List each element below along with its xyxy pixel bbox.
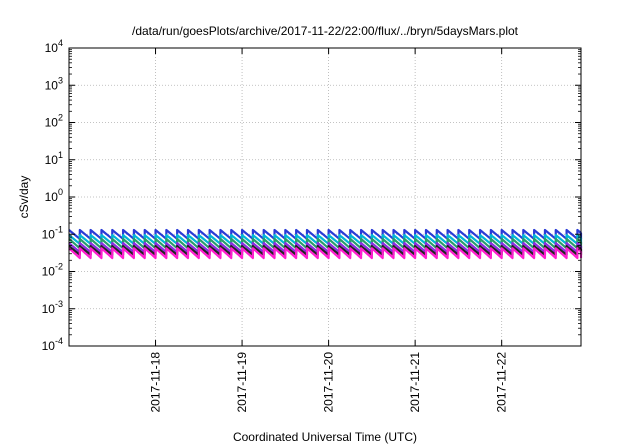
series-line (68, 247, 583, 260)
y-tick-label: 100 (45, 187, 63, 204)
x-axis-label: Coordinated Universal Time (UTC) (233, 430, 417, 444)
x-tick-label: 2017-11-18 (149, 352, 163, 413)
chart-title: /data/run/goesPlots/archive/2017-11-22/2… (132, 24, 519, 38)
x-axis: 2017-11-18 2017-11-19 2017-11-20 2017-11-21… (149, 48, 509, 413)
x-tick-label: 2017-11-19 (235, 352, 249, 413)
y-tick-label: 103 (45, 75, 63, 92)
y-tick-label: 102 (45, 113, 63, 130)
y-axis: 10-4 10-3 10-2 10-1 100 101 102 103 104 (42, 38, 581, 353)
x-tick-label: 2017-11-22 (495, 352, 509, 413)
y-tick-label: 101 (45, 150, 63, 167)
y-tick-label: 10-4 (42, 336, 63, 353)
x-tick-label: 2017-11-21 (408, 352, 422, 413)
y-tick-label: 10-3 (42, 299, 63, 316)
y-axis-label: cSv/day (17, 176, 31, 219)
y-tick-label: 10-1 (42, 224, 63, 241)
y-tick-label: 10-2 (42, 262, 63, 279)
x-tick-label: 2017-11-20 (322, 352, 336, 413)
series-lines (68, 228, 583, 260)
grid-lines (69, 48, 581, 346)
y-tick-label: 104 (45, 38, 63, 55)
